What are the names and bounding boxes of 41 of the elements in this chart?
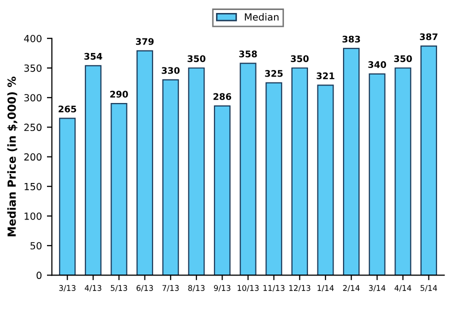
bar [59,118,76,276]
bar [266,82,282,276]
y-tick-label: 400 [24,34,42,42]
bar [394,67,412,276]
bar [84,65,102,276]
data-label: 350 [290,55,309,62]
data-label: 387 [420,33,438,40]
y-tick-label: 0 [36,272,42,280]
data-label: 350 [188,55,206,62]
data-label: 325 [265,70,283,77]
data-label: 290 [110,90,128,98]
legend-label: Median [244,13,279,21]
y-tick-label: 350 [24,64,42,72]
y-tick-label: 50 [30,242,42,250]
bar [188,67,205,276]
bar [420,46,438,276]
y-tick-label: 100 [24,212,42,220]
y-tick-label: 150 [24,182,42,190]
bar [317,84,334,276]
data-label: 358 [239,50,257,58]
data-label: 350 [394,55,412,62]
y-tick-label: 250 [24,124,42,132]
bar [214,105,231,276]
y-tick-label: 300 [24,94,42,102]
y-axis-title: Median Price (in $,000) % [7,76,18,236]
data-label: 265 [58,106,76,112]
bar [343,48,360,276]
bar [136,50,154,276]
y-tick-label: 200 [24,153,42,161]
bar [240,62,256,276]
data-label: 321 [316,72,334,80]
bar [291,67,308,276]
data-label: 354 [84,52,102,60]
data-label: 330 [162,67,180,74]
bar [110,102,128,276]
bar [162,79,179,276]
data-label: 340 [368,61,386,68]
bar [368,73,386,276]
data-label: 379 [136,38,154,45]
data-label: 286 [214,93,232,100]
data-label: 383 [342,36,360,43]
